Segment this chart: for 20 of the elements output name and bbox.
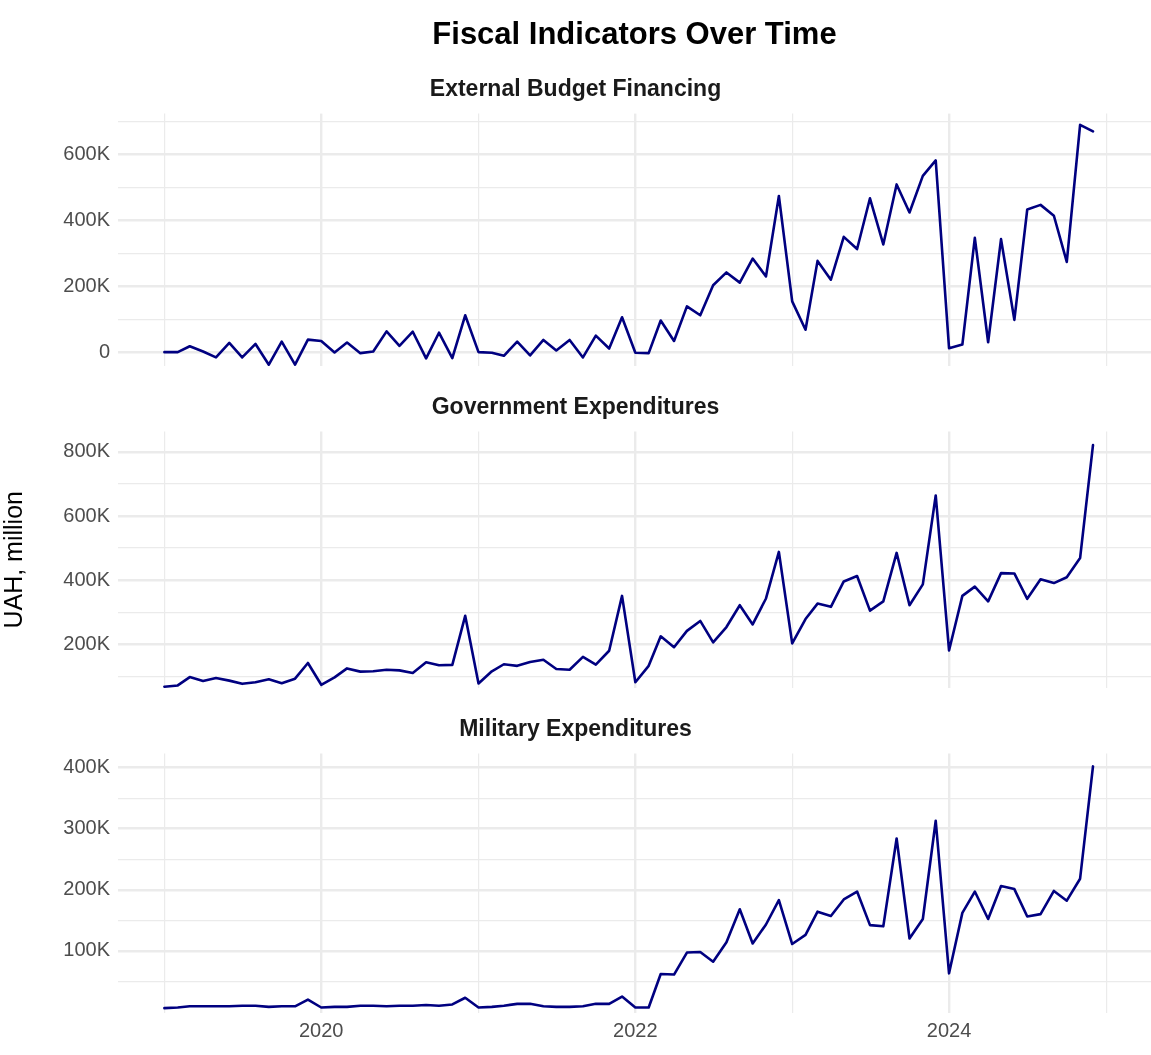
- y-tick-label: 400K: [63, 207, 111, 230]
- y-tick-label: 100K: [63, 938, 111, 961]
- y-tick-label: 200K: [63, 631, 111, 654]
- y-tick-label: 200K: [63, 877, 111, 900]
- y-tick-label: 300K: [63, 816, 111, 839]
- y-tick-label: 400K: [63, 567, 111, 590]
- y-axis-title: UAH, million: [0, 491, 27, 629]
- y-tick-label: 600K: [63, 141, 111, 164]
- chart-subtitle: External Budget Financing: [429, 75, 722, 102]
- x-tick-label: 2020: [299, 1018, 344, 1041]
- y-tick-label: 400K: [63, 755, 111, 778]
- y-tick-label: 0: [98, 339, 110, 362]
- y-tick-label: 800K: [63, 439, 111, 462]
- x-tick-label: 2024: [926, 1018, 972, 1041]
- y-tick-label: 600K: [63, 503, 111, 526]
- chart-title: Fiscal Indicators Over Time: [431, 15, 838, 53]
- y-tick-label: 200K: [63, 273, 111, 296]
- chart-subtitle: Government Expenditures: [431, 393, 720, 420]
- chart-subtitle: Military Expenditures: [459, 715, 692, 742]
- x-tick-label: 2022: [613, 1018, 658, 1041]
